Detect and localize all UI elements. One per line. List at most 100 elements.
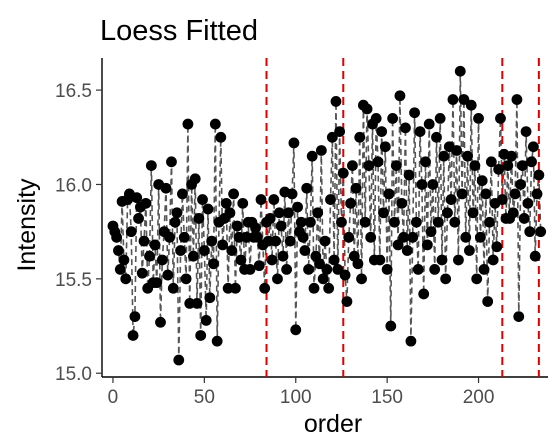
data-point: [527, 141, 539, 153]
data-point: [420, 156, 431, 168]
data-point: [454, 65, 466, 77]
data-point: [478, 264, 490, 275]
data-point: [429, 264, 441, 275]
data-point: [374, 254, 386, 266]
data-point: [275, 220, 287, 232]
data-point: [465, 99, 477, 111]
data-point: [178, 231, 190, 243]
data-point: [312, 207, 324, 219]
data-point: [288, 137, 300, 149]
data-point: [476, 175, 488, 187]
data-point: [197, 194, 208, 205]
data-point: [187, 250, 199, 262]
data-point: [456, 188, 468, 200]
data-point: [160, 182, 172, 194]
data-point: [200, 314, 212, 326]
data-point: [506, 150, 517, 162]
data-point: [303, 264, 314, 275]
data-point: [502, 160, 514, 171]
data-point: [127, 330, 139, 341]
data-point: [292, 201, 303, 213]
data-point: [281, 264, 293, 275]
data-point: [220, 197, 232, 209]
data-point: [343, 231, 355, 243]
data-point: [460, 231, 472, 243]
data-point: [482, 296, 494, 307]
data-point: [513, 311, 525, 322]
data-point: [480, 188, 492, 200]
data-point: [403, 169, 415, 181]
data-point: [114, 264, 126, 275]
data-point: [319, 235, 331, 247]
data-point: [347, 160, 358, 171]
chart-title: Loess Fitted: [100, 15, 258, 47]
data-point: [531, 188, 543, 200]
data-point: [198, 245, 210, 256]
x-tick-label: 200: [463, 387, 495, 408]
data-point: [125, 226, 137, 238]
data-point: [432, 216, 444, 228]
data-point: [162, 269, 174, 281]
data-point: [266, 254, 278, 266]
data-point: [352, 258, 364, 270]
data-point: [491, 241, 503, 253]
data-point: [485, 156, 497, 168]
data-point: [306, 150, 318, 162]
data-point: [230, 282, 241, 294]
y-tick-label: 15.5: [55, 270, 92, 291]
data-point: [473, 113, 484, 124]
data-point: [231, 220, 243, 232]
data-point: [529, 250, 541, 262]
data-point: [208, 258, 219, 270]
data-point: [180, 273, 192, 285]
data-point: [409, 107, 420, 119]
data-point: [155, 316, 166, 328]
data-point: [442, 207, 453, 219]
data-point: [389, 216, 400, 228]
data-point: [253, 260, 265, 272]
data-point: [138, 235, 150, 247]
data-point: [145, 160, 157, 171]
data-point: [493, 163, 505, 175]
data-point: [113, 245, 124, 256]
data-point: [436, 254, 448, 266]
data-point: [339, 269, 351, 281]
data-point: [129, 311, 141, 322]
y-tick-label: 15.0: [55, 364, 92, 385]
plot-area: 0 50 100 150 200 15.0 15.5 16.0 16.5: [55, 58, 548, 408]
data-point: [464, 245, 475, 256]
data-point: [398, 231, 409, 243]
data-point: [425, 226, 437, 238]
data-point: [438, 150, 450, 162]
data-point: [453, 254, 464, 266]
data-point: [524, 226, 536, 238]
data-point: [421, 239, 433, 251]
data-point: [416, 179, 428, 190]
data-point: [396, 197, 408, 209]
data-point: [235, 254, 247, 266]
data-point: [284, 235, 296, 247]
data-point: [224, 207, 236, 219]
x-tick-label: 0: [108, 387, 119, 408]
data-point: [383, 188, 395, 200]
data-point: [509, 188, 521, 200]
data-point: [286, 188, 298, 200]
data-point: [330, 96, 342, 107]
y-tick-label: 16.5: [55, 81, 92, 102]
data-point: [405, 335, 417, 347]
data-point: [175, 245, 186, 256]
data-point: [376, 126, 388, 138]
data-point: [378, 207, 389, 219]
data-point: [268, 194, 280, 205]
data-point: [189, 173, 201, 185]
data-point: [407, 231, 419, 243]
data-point: [449, 216, 461, 228]
data-point: [363, 160, 375, 171]
data-point: [217, 239, 229, 251]
data-point: [156, 254, 168, 266]
data-point: [469, 160, 481, 171]
data-point: [394, 90, 406, 102]
data-point: [323, 282, 335, 294]
data-point: [356, 273, 367, 285]
